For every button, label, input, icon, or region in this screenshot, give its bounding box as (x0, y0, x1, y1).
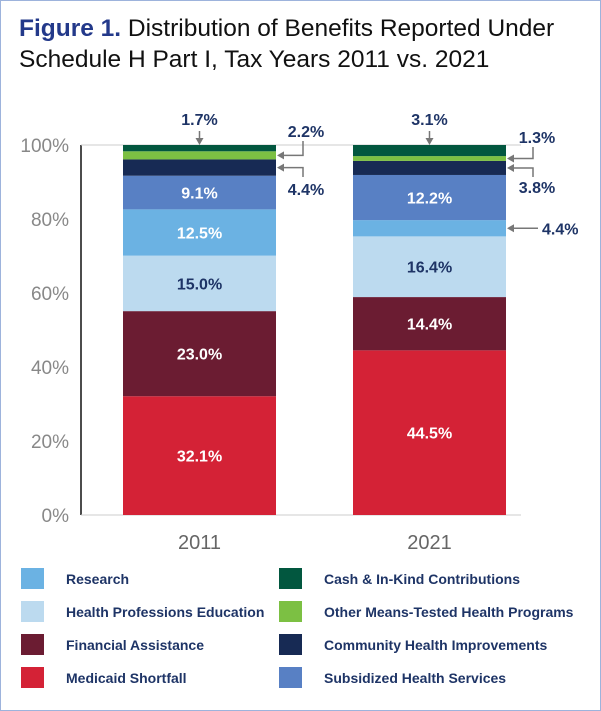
callout-label: 3.1% (411, 112, 447, 129)
legend-swatch (21, 634, 44, 655)
x-tick-label: 2021 (407, 532, 452, 554)
bar-segment (123, 151, 276, 160)
y-tick-label: 0% (42, 506, 70, 527)
legend-label: Research (66, 570, 130, 587)
bar-segment (123, 159, 276, 176)
legend-label: Health Professions Education (66, 603, 265, 620)
legend-item: Cash & In-Kind Contributions (279, 568, 520, 589)
legend-label: Other Means-Tested Health Programs (324, 603, 574, 620)
legend-item: Community Health Improvements (279, 634, 547, 655)
callout-label: 1.7% (181, 112, 217, 129)
bar-segment (123, 209, 276, 256)
x-tick-label: 2011 (178, 532, 221, 554)
legend-swatch (279, 634, 302, 655)
data-label: 32.1% (177, 449, 222, 466)
arrow-head (507, 154, 514, 163)
callout-label: 1.3% (519, 130, 555, 147)
bar-segment (353, 156, 506, 161)
bar-segment (123, 311, 276, 397)
data-label: 16.4% (407, 260, 452, 277)
legend-swatch (279, 667, 302, 688)
bar-segment (123, 396, 276, 515)
legend-item: Medicaid Shortfall (21, 667, 187, 688)
legend-label: Medicaid Shortfall (66, 669, 187, 686)
bar-segment (123, 145, 276, 152)
callout-line (513, 147, 534, 160)
arrow-head (195, 138, 204, 145)
bar-segment (353, 174, 506, 221)
y-tick-label: 80% (31, 210, 69, 231)
figure-number: Figure 1. (19, 15, 122, 42)
callout-line (283, 166, 304, 177)
y-tick-label: 60% (31, 284, 69, 305)
arrow-head (277, 163, 284, 172)
legend-item: Other Means-Tested Health Programs (279, 601, 573, 622)
y-tick-label: 40% (31, 358, 69, 379)
legend-item: Financial Assistance (21, 634, 204, 655)
callout-label: 4.4% (288, 182, 324, 199)
y-tick-label: 100% (20, 136, 69, 157)
arrow-head (277, 151, 284, 160)
chart-title: Figure 1. Distribution of Benefits Repor… (19, 13, 600, 75)
legend-item: Health Professions Education (21, 601, 264, 622)
bar-segment (353, 160, 506, 175)
data-label: 44.5% (407, 426, 452, 443)
bar-segment (353, 236, 506, 298)
legend-item: Research (21, 568, 129, 589)
y-tick-label: 20% (31, 432, 69, 453)
bar-segment (353, 220, 506, 237)
data-label: 23.0% (177, 347, 222, 364)
legend-label: Subsidized Health Services (324, 669, 507, 686)
bar-segment (353, 145, 506, 157)
callout-label: 3.8% (519, 180, 555, 197)
bar-segment (123, 255, 276, 312)
data-label: 12.5% (177, 226, 222, 243)
legend-label: Community Health Improvements (324, 636, 548, 653)
legend-swatch (279, 601, 302, 622)
callout-label: 2.2% (288, 124, 324, 141)
callout-line (513, 167, 534, 177)
arrow-head (425, 138, 434, 145)
title-text: Distribution of Benefits Reported Under … (19, 15, 555, 73)
legend-swatch (279, 568, 302, 589)
data-label: 9.1% (181, 186, 217, 203)
legend-swatch (21, 568, 44, 589)
arrow-head (507, 224, 514, 233)
arrow-head (507, 163, 514, 172)
legend-item: Subsidized Health Services (279, 667, 506, 688)
legend-label: Cash & In-Kind Contributions (324, 570, 520, 587)
callout-label: 4.4% (542, 221, 578, 238)
bar-segment (353, 350, 506, 515)
callout-line (283, 141, 304, 157)
bar-segment (353, 297, 506, 351)
legend-label: Financial Assistance (66, 636, 204, 653)
legend-swatch (21, 667, 44, 688)
data-label: 12.2% (407, 191, 452, 208)
data-label: 14.4% (407, 317, 452, 334)
legend-swatch (21, 601, 44, 622)
bar-segment (123, 175, 276, 210)
data-label: 15.0% (177, 276, 222, 293)
